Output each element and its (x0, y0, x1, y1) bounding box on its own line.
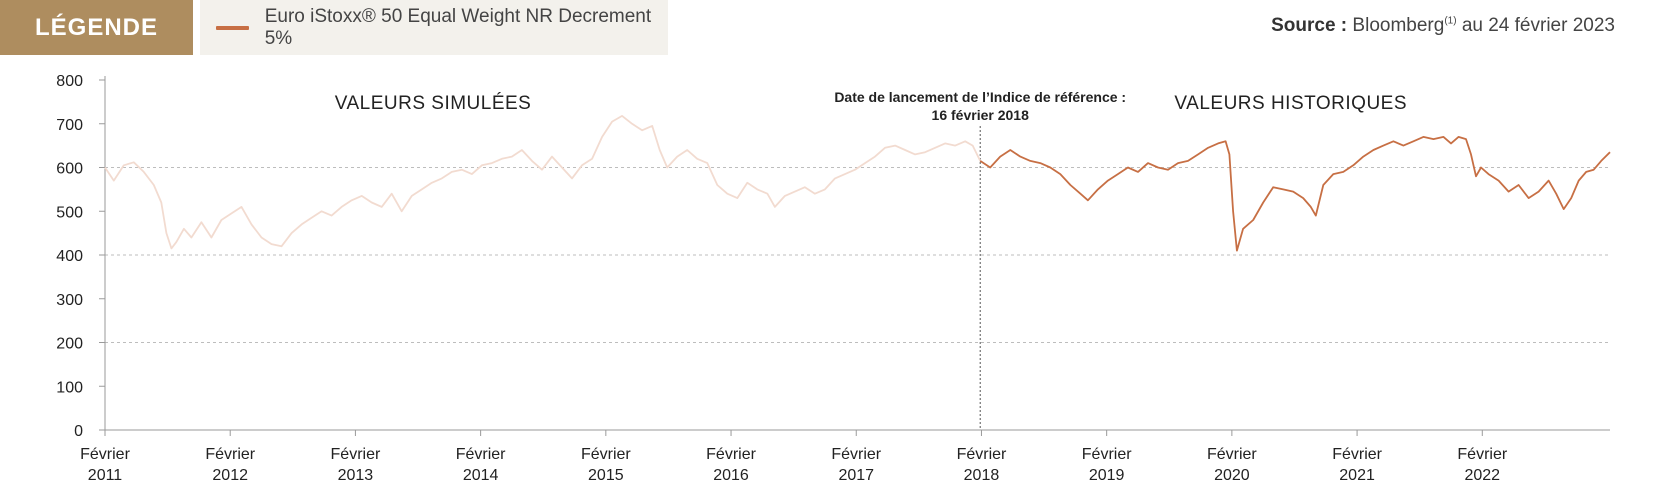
x-tick-label-year: 2017 (838, 467, 874, 484)
y-tick-label: 200 (56, 336, 83, 353)
source-note: Source : Bloomberg(1) au 24 février 2023 (1271, 15, 1615, 37)
x-tick-label-year: 2012 (212, 467, 248, 484)
y-tick-label: 700 (56, 117, 83, 134)
legend-tag: LÉGENDE (0, 0, 193, 55)
source-text: Bloomberg (1352, 15, 1445, 36)
x-tick-label-month: Février (1332, 446, 1382, 463)
x-tick-label-month: Février (331, 446, 381, 463)
x-tick-label-year: 2018 (964, 467, 1000, 484)
source-label: Source : (1271, 15, 1348, 36)
x-tick-label-month: Février (581, 446, 631, 463)
x-tick-label-year: 2020 (1214, 467, 1250, 484)
historical-values-label: VALEURS HISTORIQUES (1174, 93, 1407, 114)
x-tick-label-year: 2011 (88, 467, 123, 484)
y-tick-label: 300 (56, 292, 83, 309)
x-tick-label-year: 2013 (338, 467, 374, 484)
y-tick-label: 500 (56, 204, 83, 221)
legend-box: Euro iStoxx® 50 Equal Weight NR Decremen… (200, 0, 668, 55)
x-tick-label-month: Février (831, 446, 881, 463)
x-tick-label-month: Février (1082, 446, 1132, 463)
series-line-simulated (104, 115, 982, 250)
x-tick-label-month: Février (957, 446, 1007, 463)
x-tick-label-year: 2016 (713, 467, 749, 484)
y-tick-label: 100 (56, 379, 83, 396)
launch-date-label-line1: Date de lancement de l’Indice de référen… (834, 89, 1126, 105)
launch-date-label-line2: 16 février 2018 (932, 107, 1030, 123)
x-tick-label-month: Février (1457, 446, 1507, 463)
x-tick-label-year: 2015 (588, 467, 624, 484)
y-tick-label: 0 (74, 423, 83, 440)
y-tick-label: 800 (56, 73, 83, 90)
x-tick-label-year: 2021 (1339, 467, 1375, 484)
x-tick-label-month: Février (706, 446, 756, 463)
x-tick-label-year: 2019 (1089, 467, 1125, 484)
x-tick-label-month: Février (205, 446, 255, 463)
x-tick-label-month: Février (1207, 446, 1257, 463)
series-line-historical (979, 136, 1611, 252)
source-footnote: (1) (1444, 15, 1457, 27)
y-tick-label: 400 (56, 248, 83, 265)
legend-swatch (216, 25, 249, 30)
y-tick-label: 600 (56, 161, 83, 178)
x-tick-label-year: 2022 (1464, 467, 1500, 484)
x-tick-label-month: Février (456, 446, 506, 463)
x-tick-label-month: Février (80, 446, 130, 463)
source-date: au 24 février 2023 (1461, 15, 1615, 36)
x-tick-label-year: 2014 (463, 467, 499, 484)
legend-series-label: Euro iStoxx® 50 Equal Weight NR Decremen… (264, 5, 652, 49)
simulated-values-label: VALEURS SIMULÉES (335, 93, 532, 114)
